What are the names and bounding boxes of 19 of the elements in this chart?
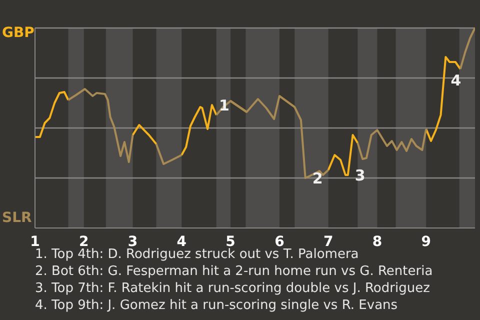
- text: 4. Top 9th: J. Gomez hit a run-scoring single vs R. Evans: [35, 297, 399, 314]
- text: 1. Top 4th: D. Rodriguez struck out vs T. Palomera: [35, 247, 359, 262]
- x-tick-label: 4: [176, 234, 187, 250]
- x-tick-label: 7: [323, 234, 334, 250]
- x-tick-label: 3: [128, 234, 138, 250]
- text: 2. Bot 6th: G. Fesperman hit a 2-run home run vs G. Renteria: [35, 263, 433, 280]
- x-tick-label: 9: [421, 234, 431, 250]
- annotation: 4: [450, 71, 462, 90]
- text: 3. Top 7th: F. Ratekin hit a run-scoring double vs J. Rodriguez: [35, 280, 431, 297]
- x-tick-label: 2: [79, 234, 89, 250]
- annotation: 3: [354, 166, 366, 184]
- x-tick-label: 1: [30, 234, 40, 250]
- text: SLR: [2, 210, 32, 226]
- annotation: 1: [218, 96, 230, 114]
- text: GBP: [2, 25, 34, 41]
- x-tick-label: 6: [274, 234, 284, 250]
- x-tick-label: 5: [226, 234, 236, 250]
- annotation: 2: [312, 169, 323, 188]
- x-tick-label: 8: [372, 234, 382, 250]
